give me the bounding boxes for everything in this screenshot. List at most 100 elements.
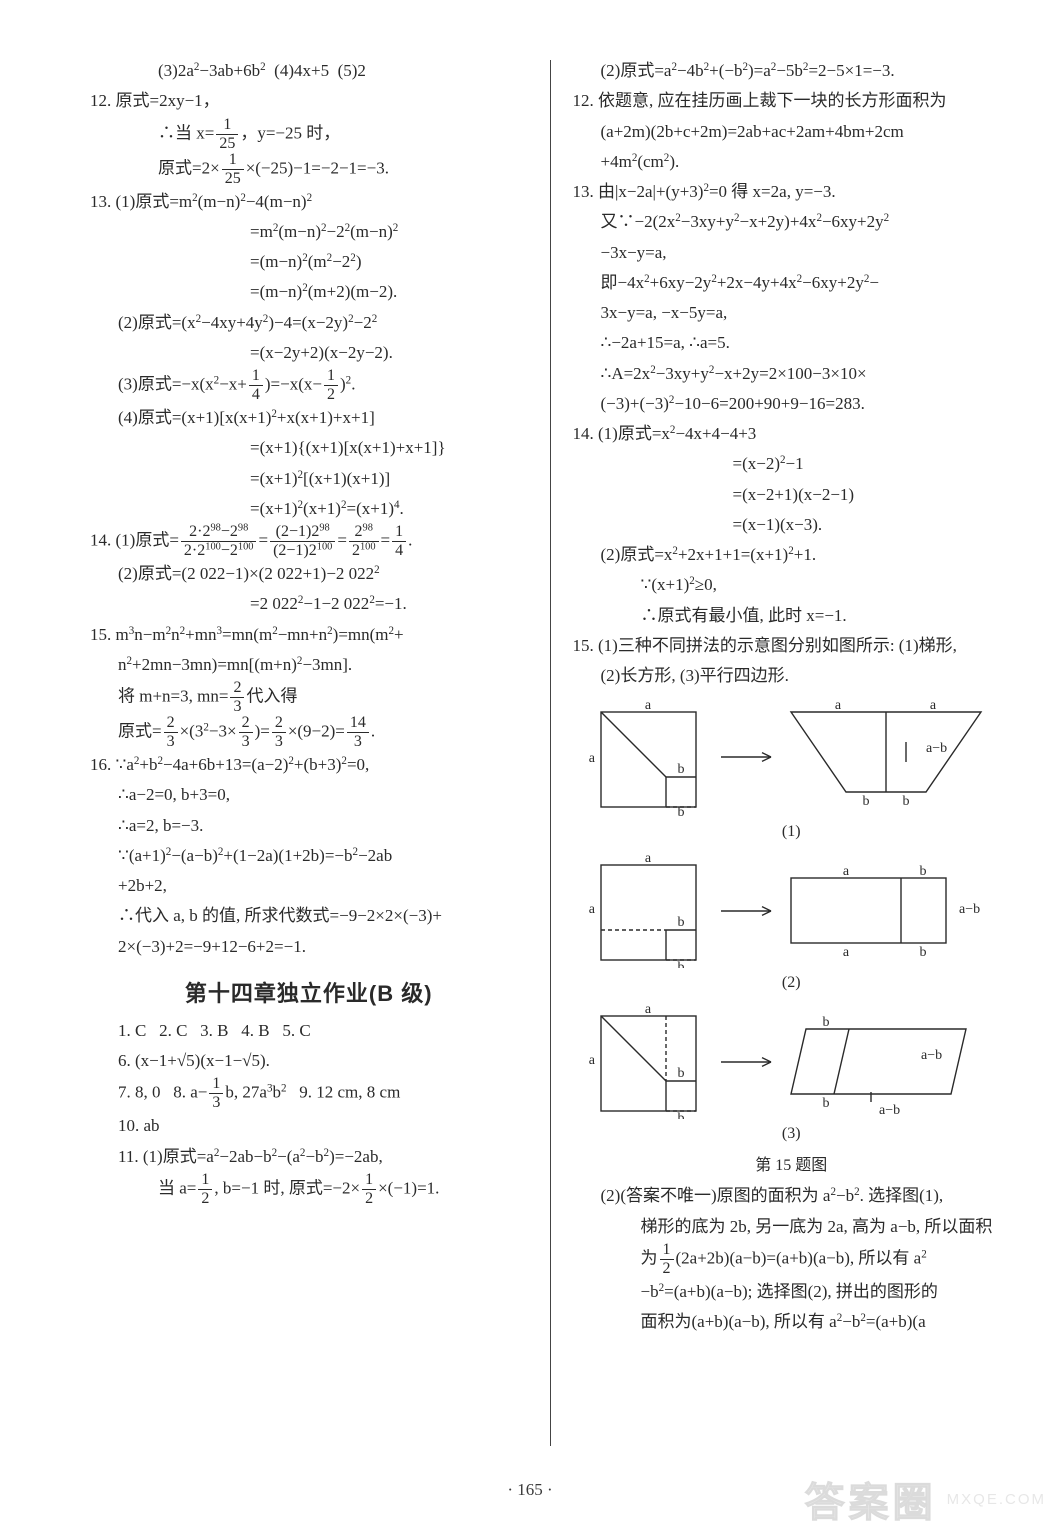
- svg-text:a: a: [645, 698, 652, 713]
- text-line: 6. (x−1+√5)(x−1−√5).: [90, 1046, 528, 1076]
- text-line: −b2=(a+b)(a−b); 选择图(2), 拼出的图形的: [573, 1277, 1011, 1307]
- text-line: =2 0222−1−2 0222=−1.: [90, 589, 528, 619]
- svg-text:b: b: [863, 794, 870, 809]
- svg-text:a: a: [843, 945, 850, 960]
- text-line: 面积为(a+b)(a−b), 所以有 a2−b2=(a+b)(a: [573, 1307, 1011, 1337]
- svg-text:b: b: [823, 1015, 830, 1030]
- text-line: 13. (1)原式=m2(m−n)2−4(m−n)2: [90, 187, 528, 217]
- svg-text:a: a: [589, 751, 596, 766]
- svg-text:b: b: [903, 794, 910, 809]
- svg-text:a: a: [843, 864, 850, 879]
- text-line: 为12(2a+2b)(a−b)=(a+b)(a−b), 所以有 a2: [573, 1242, 1011, 1277]
- text-line: =(x−2)2−1: [573, 449, 1011, 479]
- text-line: =(x−2+1)(x−2−1): [573, 480, 1011, 510]
- text-line: +4m2(cm2).: [573, 147, 1011, 177]
- svg-text:b: b: [678, 960, 685, 968]
- text-line: 12. 原式=2xy−1，: [90, 86, 528, 116]
- text-line: =(x−2y+2)(x−2y−2).: [90, 338, 528, 368]
- text-line: =(x−1)(x−3).: [573, 510, 1011, 540]
- text-line: =(m−n)2(m+2)(m−2).: [90, 277, 528, 307]
- svg-text:b: b: [823, 1096, 830, 1111]
- text-line: ∴A=2x2−3xy+y2−x+2y=2×100−3×10×: [573, 359, 1011, 389]
- text-line: ∵(x+1)2≥0,: [573, 570, 1011, 600]
- text-line: =(x+1)2[(x+1)(x+1)]: [90, 464, 528, 494]
- text-line: ∴当 x=125，y=−25 时，: [90, 117, 528, 152]
- text-line: (2)原式=a2−4b2+(−b2)=a2−5b2=2−5×1=−3.: [573, 56, 1011, 86]
- svg-text:a−b: a−b: [921, 1048, 942, 1063]
- text-line: =(x+1)2(x+1)2=(x+1)4.: [90, 494, 528, 524]
- text-line: (−3)+(−3)2−10−6=200+90+9−16=283.: [573, 389, 1011, 419]
- text-line: (2)原式=(2 022−1)×(2 022+1)−2 0222: [90, 559, 528, 589]
- text-line: 14. (1)原式=2·298−2982·2100−2100=(2−1)298(…: [90, 524, 528, 559]
- figure-caption: (2): [573, 974, 1011, 992]
- text-line: (a+2m)(2b+c+2m)=2ab+ac+2am+4bm+2cm: [573, 117, 1011, 147]
- text-line: 3x−y=a, −x−5y=a,: [573, 298, 1011, 328]
- text-line: ∴a−2=0, b+3=0,: [90, 780, 528, 810]
- figure-caption: (1): [573, 823, 1011, 841]
- figure-caption: (3): [573, 1125, 1011, 1143]
- svg-text:b: b: [678, 1066, 685, 1081]
- text-line: 16. ∵a2+b2−4a+6b+13=(a−2)2+(b+3)2=0,: [90, 750, 528, 780]
- svg-text:a: a: [589, 902, 596, 917]
- text-line: 13. 由|x−2a|+(y+3)2=0 得 x=2a, y=−3.: [573, 177, 1011, 207]
- text-line: =m2(m−n)2−22(m−n)2: [90, 217, 528, 247]
- text-line: 11. (1)原式=a2−2ab−b2−(a2−b2)=−2ab,: [90, 1142, 528, 1172]
- figure: a a b b b a−b b a−b: [573, 1004, 1011, 1119]
- svg-text:a: a: [645, 853, 652, 866]
- text-line: n2+2mn−3mn)=mn[(m+n)2−3mn].: [90, 650, 528, 680]
- text-line: 10. ab: [90, 1111, 528, 1141]
- text-line: 15. (1)三种不同拼法的示意图分别如图所示: (1)梯形,: [573, 631, 1011, 661]
- text-line: ∵(a+1)2−(a−b)2+(1−2a)(1+2b)=−b2−2ab: [90, 841, 528, 871]
- svg-text:a: a: [930, 698, 937, 713]
- text-line: ∴a=2, b=−3.: [90, 811, 528, 841]
- text-line: 2×(−3)+2=−9+12−6+2=−1.: [90, 932, 528, 962]
- text-line: =(x+1){(x+1)[x(x+1)+x+1]}: [90, 433, 528, 463]
- left-column: (3)2a2−3ab+6b2 (4)4x+5 (5)212. 原式=2xy−1，…: [90, 56, 550, 1506]
- svg-text:b: b: [678, 805, 685, 817]
- svg-text:a−b: a−b: [926, 741, 947, 756]
- watermark-site: MXQE.COM: [947, 1491, 1046, 1508]
- svg-text:b: b: [920, 945, 927, 960]
- text-line: =(m−n)2(m2−22): [90, 247, 528, 277]
- text-line: 即−4x2+6xy−2y2+2x−4y+4x2−6xy+2y2−: [573, 268, 1011, 298]
- svg-text:b: b: [678, 762, 685, 777]
- text-line: (2)长方形, (3)平行四边形.: [573, 661, 1011, 691]
- text-line: ∴原式有最小值, 此时 x=−1.: [573, 601, 1011, 631]
- text-line: (4)原式=(x+1)[x(x+1)2+x(x+1)+x+1]: [90, 403, 528, 433]
- figure: a a b b a a a−b b b: [573, 697, 1011, 817]
- text-line: 原式=23×(32−3×23)=23×(9−2)=143.: [90, 715, 528, 750]
- text-line: −3x−y=a,: [573, 238, 1011, 268]
- text-line: 梯形的底为 2b, 另一底为 2a, 高为 a−b, 所以面积: [573, 1212, 1011, 1242]
- text-line: (2)(答案不唯一)原图的面积为 a2−b2. 选择图(1),: [573, 1181, 1011, 1211]
- watermark-logo: 答案圈: [805, 1470, 937, 1528]
- text-line: (3)原式=−x(x2−x+14)=−x(x−12)2.: [90, 368, 528, 403]
- text-line: (3)2a2−3ab+6b2 (4)4x+5 (5)2: [90, 56, 528, 86]
- text-line: 14. (1)原式=x2−4x+4−4+3: [573, 419, 1011, 449]
- text-line: 12. 依题意, 应在挂历画上裁下一块的长方形面积为: [573, 86, 1011, 116]
- page: (3)2a2−3ab+6b2 (4)4x+5 (5)212. 原式=2xy−1，…: [0, 0, 1060, 1536]
- right-column: (2)原式=a2−4b2+(−b2)=a2−5b2=2−5×1=−3.12. 依…: [551, 56, 1011, 1506]
- svg-text:a−b: a−b: [879, 1103, 900, 1118]
- text-line: 7. 8, 0 8. a−13b, 27a3b2 9. 12 cm, 8 cm: [90, 1076, 528, 1111]
- svg-text:a: a: [645, 1004, 652, 1017]
- svg-text:a: a: [589, 1053, 596, 1068]
- text-line: ∴−2a+15=a, ∴a=5.: [573, 328, 1011, 358]
- text-line: 1. C 2. C 3. B 4. B 5. C: [90, 1016, 528, 1046]
- watermark: 答案圈 MXQE.COM: [805, 1470, 1046, 1528]
- text-line: ∴代入 a, b 的值, 所求代数式=−9−2×2×(−3)+: [90, 901, 528, 931]
- text-line: +2b+2,: [90, 871, 528, 901]
- svg-text:a: a: [835, 698, 842, 713]
- svg-text:b: b: [678, 915, 685, 930]
- text-line: 15. m3n−m2n2+mn3=mn(m2−mn+n2)=mn(m2+: [90, 620, 528, 650]
- svg-text:b: b: [920, 864, 927, 879]
- svg-text:a−b: a−b: [959, 902, 980, 917]
- text-line: (2)原式=(x2−4xy+4y2)−4=(x−2y)2−22: [90, 308, 528, 338]
- text-line: 当 a=12, b=−1 时, 原式=−2×12×(−1)=1.: [90, 1172, 528, 1207]
- text-line: 原式=2×125×(−25)−1=−2−1=−3.: [90, 152, 528, 187]
- text-line: (2)原式=x2+2x+1+1=(x+1)2+1.: [573, 540, 1011, 570]
- figure: a a b b a b a b a−b: [573, 853, 1011, 968]
- section-title: 第十四章独立作业(B 级): [90, 976, 528, 1008]
- svg-text:b: b: [678, 1111, 685, 1119]
- text-line: 将 m+n=3, mn=23代入得: [90, 680, 528, 715]
- figure-caption: 第 15 题图: [573, 1151, 1011, 1175]
